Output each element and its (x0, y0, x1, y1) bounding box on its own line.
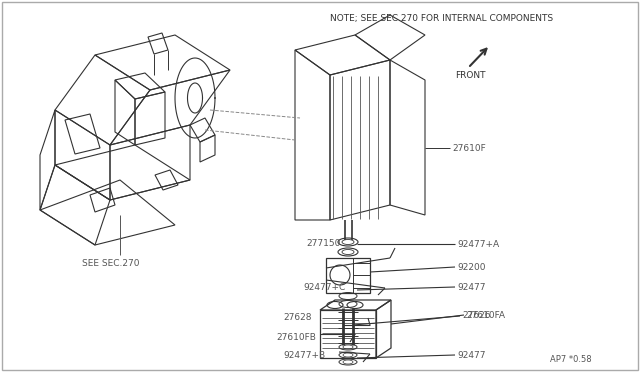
Text: 92477: 92477 (457, 282, 486, 292)
FancyBboxPatch shape (326, 258, 370, 293)
Text: FRONT: FRONT (455, 71, 486, 80)
Text: 27610FA: 27610FA (466, 311, 505, 320)
Text: 27628: 27628 (283, 314, 312, 323)
Text: NOTE; SEE SEC.270 FOR INTERNAL COMPONENTS: NOTE; SEE SEC.270 FOR INTERNAL COMPONENT… (330, 13, 553, 22)
Text: 27610F: 27610F (452, 144, 486, 153)
Text: 92477+B: 92477+B (283, 350, 325, 359)
Text: 27626: 27626 (462, 311, 490, 321)
Text: 27610FB: 27610FB (276, 334, 316, 343)
Text: SEE SEC.270: SEE SEC.270 (82, 259, 140, 267)
Text: 277150: 277150 (306, 238, 340, 247)
Text: 92477: 92477 (457, 350, 486, 359)
Text: 92477+C: 92477+C (303, 283, 345, 292)
Text: 92477+A: 92477+A (457, 240, 499, 248)
Text: AP7 *0.58: AP7 *0.58 (550, 356, 591, 365)
Text: 92200: 92200 (457, 263, 486, 272)
